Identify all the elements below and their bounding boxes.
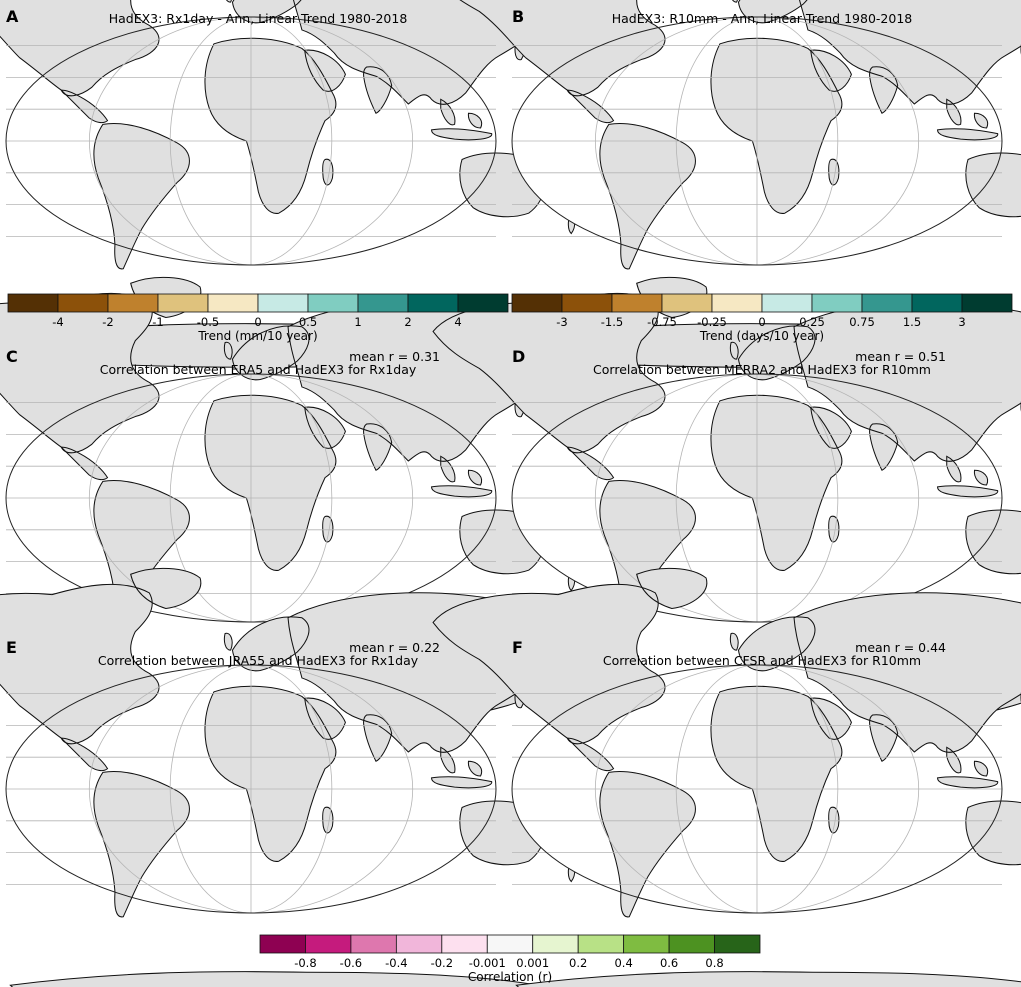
colorbar-swatch: [861, 293, 913, 313]
panel-title: Correlation between JRA55 and HadEX3 for…: [98, 653, 419, 668]
colorbar-swatch: [761, 293, 813, 313]
panel-letter: C: [6, 347, 18, 366]
colorbar-tick-label: -4: [52, 315, 63, 329]
colorbar-tick-label: 0.75: [849, 315, 875, 329]
colorbar-tick-label: 0.001: [516, 956, 549, 970]
colorbar-swatch: [577, 934, 625, 954]
colorbar-swatch: [511, 293, 563, 313]
colorbar-swatch: [457, 293, 509, 313]
colorbar-tick-label: 3: [958, 315, 965, 329]
graticule: [6, 664, 496, 914]
colorbar-swatch: [714, 934, 761, 954]
colorbar-tick-label: 1: [354, 315, 361, 329]
colorbar-swatch: [357, 293, 409, 313]
colorbar-tick-label: 4: [454, 315, 461, 329]
colorbar-tick-label: -0.5: [197, 315, 219, 329]
colorbar-tick-label: 0.6: [660, 956, 678, 970]
colorbar-tick-label: -0.75: [647, 315, 677, 329]
panel-title: Correlation between MERRA2 and HadEX3 fo…: [593, 362, 931, 377]
panel-title: Correlation between ERA5 and HadEX3 for …: [100, 362, 417, 377]
colorbar-tick-label: -2: [102, 315, 113, 329]
colorbar-swatch: [486, 934, 534, 954]
map-outline: [511, 16, 1003, 266]
map-outline: [511, 373, 1003, 623]
colorbar-swatch: [961, 293, 1013, 313]
colorbar-swatch: [350, 934, 397, 954]
colorbar-swatch: [911, 293, 963, 313]
mean-r-label: mean r = 0.44: [855, 640, 946, 655]
colorbar-tick-label: 0.4: [614, 956, 632, 970]
graticule: [512, 664, 1002, 914]
colorbar-swatch: [711, 293, 763, 313]
map-outline: [5, 16, 497, 266]
colorbar-swatch: [307, 293, 359, 313]
colorbar-swatch: [57, 293, 109, 313]
colorbar-tick-label: -0.001: [469, 956, 506, 970]
colorbar-swatch: [668, 934, 715, 954]
colorbar-swatch: [561, 293, 613, 313]
colorbar-swatch: [395, 934, 443, 954]
colorbar-tick-label: -1: [152, 315, 163, 329]
colorbar-swatch: [407, 293, 459, 313]
colorbar-swatch: [157, 293, 209, 313]
colorbar-r10mm-trend: -3 -1.5 -0.75 -0.25 0 0.25 0.75 1.5 3 Trend (days…: [511, 293, 1013, 343]
colorbar-swatch: [259, 934, 306, 954]
map-outline: [511, 664, 1003, 914]
colorbar-swatch: [207, 293, 259, 313]
colorbar-tick-label: -1.5: [601, 315, 623, 329]
graticule: [512, 16, 1002, 266]
colorbar-swatch: [441, 934, 488, 954]
graticule: [6, 16, 496, 266]
colorbar-tick-label: 0.8: [705, 956, 723, 970]
colorbar-label: Trend (mm/10 year): [197, 329, 317, 343]
graticule: [6, 373, 496, 623]
panel-letter: E: [6, 638, 17, 657]
colorbar-tick-label: -3: [556, 315, 567, 329]
colorbar-swatch: [532, 934, 579, 954]
mean-r-label: mean r = 0.51: [855, 349, 946, 364]
panel-title: HadEX3: Rx1day - Ann, Linear Trend 1980-…: [109, 11, 408, 26]
colorbar-label: Trend (days/10 year): [699, 329, 824, 343]
colorbar-tick-label: -0.25: [697, 315, 727, 329]
colorbar-swatch: [661, 293, 713, 313]
colorbar-swatch: [107, 293, 159, 313]
colorbar-swatch: [811, 293, 863, 313]
colorbar-label: Correlation (r): [468, 970, 552, 984]
map-outline: [5, 664, 497, 914]
map-panel-f: [432, 567, 1021, 987]
panel-letter: A: [6, 7, 19, 26]
colorbar-tick-label: -0.6: [340, 956, 362, 970]
colorbar-correlation: -0.8 -0.6 -0.4 -0.2 -0.001 0.001 0.2 0.4 0.6 0.8 C…: [259, 934, 761, 984]
panel-title: HadEX3: R10mm - Ann, Linear Trend 1980-2…: [612, 11, 913, 26]
colorbar-tick-label: -0.8: [294, 956, 316, 970]
colorbar-tick-label: 2: [404, 315, 411, 329]
panel-letter: F: [512, 638, 523, 657]
colorbar-tick-label: -0.2: [431, 956, 453, 970]
colorbar-swatch: [305, 934, 352, 954]
colorbar-tick-label: 0.5: [299, 315, 317, 329]
colorbar-tick-label: 0: [254, 315, 261, 329]
map-outline: [5, 373, 497, 623]
panel-letter: B: [512, 7, 524, 26]
colorbar-tick-label: 0.25: [799, 315, 825, 329]
colorbar-swatch: [611, 293, 663, 313]
colorbar-rx1day-trend: -4 -2 -1 -0.5 0 0.5 1 2 4 Trend (mm/10 year): [7, 293, 509, 343]
colorbar-tick-label: 1.5: [903, 315, 921, 329]
mean-r-label: mean r = 0.22: [349, 640, 440, 655]
colorbar-tick-label: 0: [758, 315, 765, 329]
panel-title: Correlation between CFSR and HadEX3 for …: [603, 653, 921, 668]
panel-letter: D: [512, 347, 525, 366]
colorbar-tick-label: 0.2: [569, 956, 587, 970]
colorbar-swatch: [257, 293, 309, 313]
mean-r-label: mean r = 0.31: [349, 349, 440, 364]
colorbar-swatch: [623, 934, 670, 954]
colorbar-swatch: [7, 293, 59, 313]
colorbar-tick-label: -0.4: [385, 956, 407, 970]
